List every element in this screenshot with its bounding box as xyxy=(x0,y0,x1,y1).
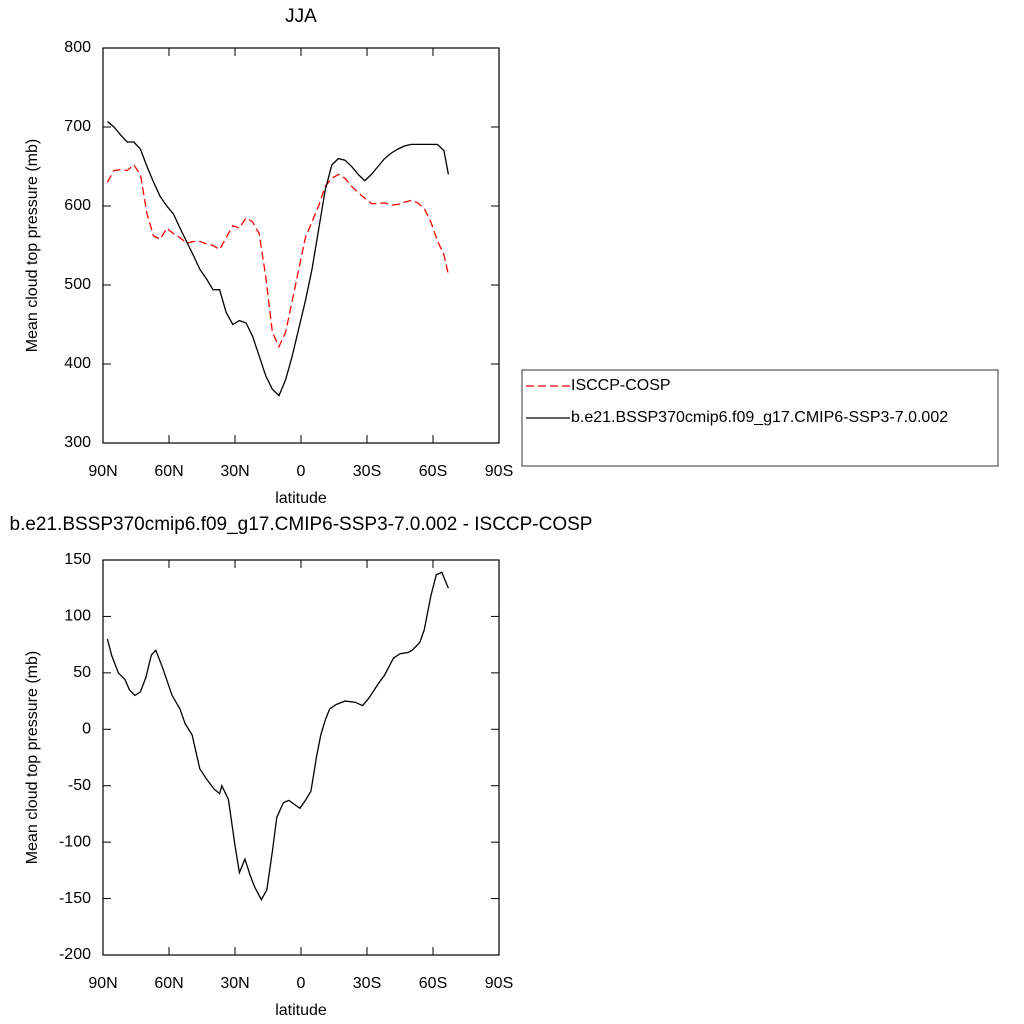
y-tick-label: 150 xyxy=(64,551,91,568)
legend-label: ISCCP-COSP xyxy=(571,377,671,394)
x-tick-label: 30S xyxy=(353,975,381,992)
data-line xyxy=(106,163,450,349)
legend-box xyxy=(521,369,999,467)
x-tick-label: 30N xyxy=(220,463,249,480)
plot-frame xyxy=(102,559,500,956)
data-line xyxy=(106,121,450,397)
y-tick-label: 600 xyxy=(64,197,91,214)
legend-label: b.e21.BSSP370cmip6.f09_g17.CMIP6-SSP3-7.… xyxy=(571,409,948,426)
x-axis-label: latitude xyxy=(275,490,327,507)
x-tick-label: 60N xyxy=(154,463,183,480)
y-tick-label: 50 xyxy=(73,664,91,681)
x-tick-label: 90S xyxy=(485,463,513,480)
x-tick-label: 30N xyxy=(220,975,249,992)
y-tick-label: -200 xyxy=(59,946,91,963)
x-tick-label: 60S xyxy=(419,975,447,992)
x-tick-label: 30S xyxy=(353,463,381,480)
y-axis-label: Mean cloud top pressure (mb) xyxy=(24,139,41,352)
chart-title: JJA xyxy=(285,6,317,27)
y-tick-label: -150 xyxy=(59,890,91,907)
x-tick-label: 0 xyxy=(297,975,306,992)
x-tick-label: 0 xyxy=(297,463,306,480)
y-tick-label: 0 xyxy=(82,721,91,738)
y-axis-label: Mean cloud top pressure (mb) xyxy=(24,651,41,864)
x-tick-label: 90S xyxy=(485,975,513,992)
x-tick-label: 90N xyxy=(88,975,117,992)
y-tick-label: -100 xyxy=(59,833,91,850)
x-axis-label: latitude xyxy=(275,1002,327,1019)
x-tick-label: 90N xyxy=(88,463,117,480)
y-tick-label: 400 xyxy=(64,355,91,372)
x-tick-label: 60N xyxy=(154,975,183,992)
y-tick-label: 500 xyxy=(64,276,91,293)
y-tick-label: 700 xyxy=(64,118,91,135)
y-tick-label: 100 xyxy=(64,608,91,625)
y-tick-label: -50 xyxy=(68,777,91,794)
y-tick-label: 800 xyxy=(64,39,91,56)
data-line xyxy=(106,571,449,902)
chart-title: b.e21.BSSP370cmip6.f09_g17.CMIP6-SSP3-7.… xyxy=(10,514,593,535)
y-tick-label: 300 xyxy=(64,434,91,451)
x-tick-label: 60S xyxy=(419,463,447,480)
